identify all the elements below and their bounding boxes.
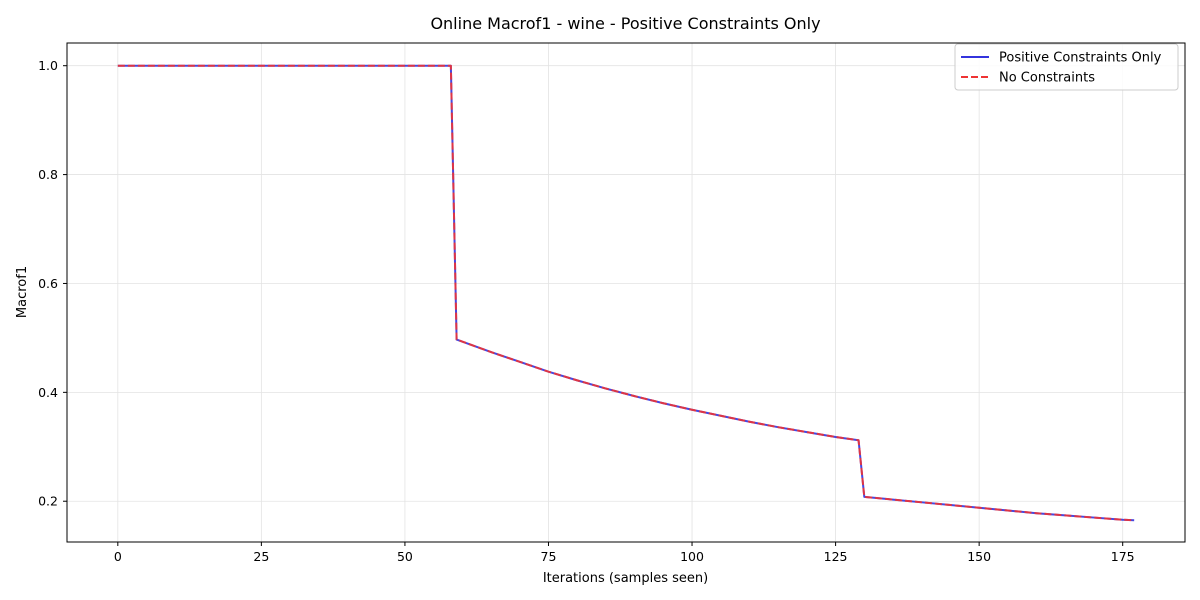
x-tick-label: 50 [397,549,413,564]
x-axis-label: Iterations (samples seen) [543,571,708,586]
series-layer [117,64,1135,522]
y-tick-label: 1.0 [38,58,58,73]
series-line-no-constraints [117,64,1135,522]
y-tick-label: 0.8 [38,167,58,182]
y-tick-label: 0.6 [38,276,58,291]
y-axis-label: Macrof1 [15,266,30,318]
legend-label: No Constraints [999,71,1095,86]
x-tick-label: 0 [114,549,122,564]
x-tick-label: 75 [541,549,557,564]
chart-title: Online Macrof1 - wine - Positive Constra… [430,14,820,33]
y-tick-label: 0.2 [38,494,58,509]
x-tick-label: 125 [824,549,848,564]
legend: Positive Constraints Only No Constraints [954,43,1179,91]
legend-box [954,43,1179,91]
y-tick-label: 0.4 [38,385,58,400]
x-tick-label: 175 [1111,549,1135,564]
x-tick-label: 25 [253,549,269,564]
y-axis-ticks: 0.2 0.4 0.6 0.8 1.0 [38,58,67,509]
x-tick-label: 100 [680,549,704,564]
x-tick-label: 150 [967,549,991,564]
legend-label: Positive Constraints Only [999,51,1162,66]
x-axis-ticks: 0 25 50 75 100 125 150 175 [114,542,1135,564]
plot-frame [66,42,1186,543]
grid [67,43,1185,542]
